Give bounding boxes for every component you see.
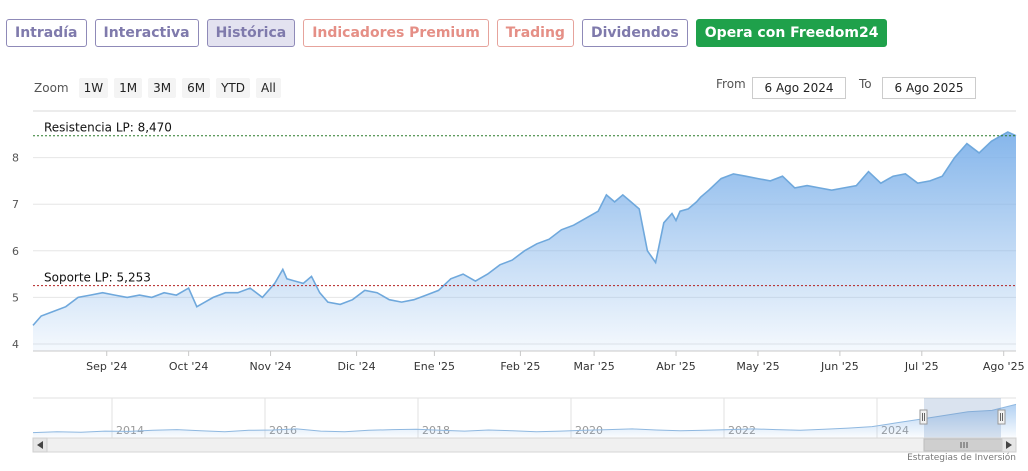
tab-indicadores-premium[interactable]: Indicadores Premium	[303, 19, 489, 47]
y-tick-label: 7	[12, 198, 19, 211]
price-area	[33, 132, 1016, 351]
zoom-all-button[interactable]: All	[256, 78, 281, 98]
tab-trading[interactable]: Trading	[496, 19, 574, 47]
x-tick-label: May '25	[736, 360, 779, 373]
zoom-1w-button[interactable]: 1W	[78, 78, 109, 98]
y-tick-label: 5	[12, 291, 19, 304]
zoom-1m-button[interactable]: 1M	[114, 78, 143, 98]
y-tick-label: 8	[12, 152, 19, 165]
zoom-label: Zoom	[34, 81, 69, 95]
tab-opera-con-freedom24[interactable]: Opera con Freedom24	[695, 19, 888, 47]
chart-credit: Estrategias de Inversión	[907, 453, 1016, 463]
scrollbar[interactable]	[32, 437, 1017, 453]
x-tick-label: Sep '24	[86, 360, 127, 373]
navigator[interactable]: 201420162018202020222024	[32, 397, 1017, 438]
zoom-6m-button[interactable]: 6M	[182, 78, 211, 98]
to-date-input[interactable]: 6 Ago 2025	[882, 77, 976, 99]
x-tick-label: Ene '25	[414, 360, 455, 373]
navigator-left-handle[interactable]	[919, 409, 928, 425]
to-label: To	[859, 77, 872, 91]
zoom-bar: Zoom 1W 1M 3M 6M YTD All	[34, 78, 281, 98]
tab-intradia[interactable]: Intradía	[6, 19, 87, 47]
y-tick-label: 4	[12, 338, 19, 351]
x-tick-label: Jun '25	[820, 360, 859, 373]
y-tick-label: 6	[12, 245, 19, 258]
navigator-selected-range[interactable]	[924, 398, 1001, 438]
chart-tabs: Intradía Interactiva Histórica Indicadores …	[6, 19, 888, 47]
x-tick-label: Ago '25	[983, 360, 1025, 373]
reference-lines: Resistencia LP: 8,470 Soporte LP: 5,253	[33, 121, 1016, 287]
x-tick-label: Feb '25	[500, 360, 540, 373]
scrollbar-track[interactable]	[32, 437, 1017, 453]
tab-interactiva[interactable]: Interactiva	[94, 19, 199, 47]
x-tick-label: Nov '24	[250, 360, 292, 373]
x-tick-label: Mar '25	[573, 360, 614, 373]
x-tick-label: Dic '24	[338, 360, 376, 373]
support-label: Soporte LP: 5,253	[44, 271, 151, 285]
y-axis-labels: 4 5 6 7 8	[12, 152, 19, 351]
x-tick-label: Jul '25	[904, 360, 939, 373]
x-tick-label: Oct '24	[169, 360, 209, 373]
arrow-left-icon	[37, 441, 43, 449]
x-axis-labels: Sep '24 Oct '24 Nov '24 Dic '24 Ene '25 Feb '…	[86, 351, 1025, 373]
from-date-input[interactable]: 6 Ago 2024	[752, 77, 846, 99]
arrow-right-icon	[1006, 441, 1012, 449]
x-tick-label: Abr '25	[656, 360, 696, 373]
tab-dividendos[interactable]: Dividendos	[581, 19, 688, 47]
zoom-3m-button[interactable]: 3M	[148, 78, 177, 98]
navigator-area	[33, 404, 1016, 437]
resistance-label: Resistencia LP: 8,470	[44, 121, 172, 135]
tab-historica[interactable]: Histórica	[206, 19, 296, 47]
navigator-right-handle[interactable]	[997, 409, 1006, 425]
zoom-ytd-button[interactable]: YTD	[216, 78, 250, 98]
navigator-line	[32, 403, 1017, 434]
from-label: From	[716, 77, 746, 91]
price-line	[32, 131, 1017, 326]
